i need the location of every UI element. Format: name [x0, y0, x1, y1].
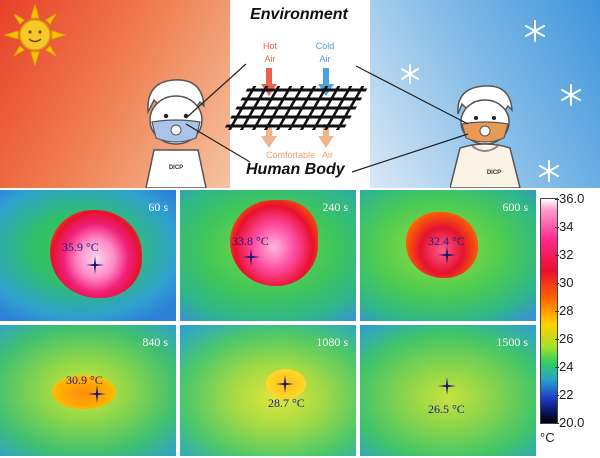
colorbar-tick-mark: [555, 311, 559, 312]
colorbar-unit-label: °C: [540, 430, 555, 445]
crosshair-marker-icon: [438, 246, 456, 264]
snowflake-icon: [525, 20, 545, 42]
crosshair-marker-icon: [88, 385, 106, 403]
snowflake-icon: [401, 64, 419, 84]
hot-air-label-line2: Air: [264, 54, 276, 64]
heat-spot: [230, 200, 318, 286]
thermal-panel: 840 s 30.9 °C: [0, 325, 176, 456]
heat-spot: [406, 212, 478, 278]
thermal-panel: 1500 s 26.5 °C: [360, 325, 536, 456]
crosshair-marker-icon: [242, 248, 260, 266]
panel-temperature-label: 33.8 °C: [232, 234, 269, 248]
crosshair-marker-icon: [276, 375, 294, 393]
colorbar-tick-mark: [555, 283, 559, 284]
thermal-panel: 60 s 35.9 °C: [0, 190, 176, 321]
colorbar-tick-mark: [555, 395, 559, 396]
colorbar-tick-mark: [555, 367, 559, 368]
colorbar-tick-label: 30: [559, 275, 574, 290]
cold-air-label: Cold Air: [314, 40, 336, 66]
panel-temperature-label: 35.9 °C: [62, 240, 99, 254]
heat-spot: [52, 375, 116, 409]
person-right-icon: DICP: [450, 85, 521, 188]
colorbar-tick-label: 24: [559, 359, 574, 374]
panel-temperature-label: 26.5 °C: [428, 402, 465, 416]
shirt-logo-right: DICP: [487, 170, 501, 176]
colorbar-tick-mark: [555, 255, 559, 256]
panel-temperature-label: 30.9 °C: [66, 373, 103, 387]
comfortable-label: Comfortable: [266, 150, 316, 160]
hot-air-label-line1: Hot: [262, 41, 277, 51]
colorbar-tick-mark: [555, 339, 559, 340]
panel-temperature-label: 28.7 °C: [268, 396, 305, 410]
hot-air-label: Hot Air: [260, 40, 280, 66]
colorbar-tick-label: 22: [559, 387, 574, 402]
colorbar-tick-mark: [555, 423, 559, 424]
panel-time-label: 840 s: [142, 335, 168, 349]
heat-spot: [50, 210, 142, 298]
cold-air-label-line1: Cold: [315, 41, 335, 51]
fabric-mesh-icon: [224, 86, 368, 130]
panel-time-label: 600 s: [502, 200, 528, 214]
snowflake-icon: [561, 84, 581, 106]
panel-time-label: 60 s: [148, 200, 168, 214]
shirt-logo-left: DICP: [169, 165, 183, 171]
snowflake-icon: [539, 160, 559, 182]
cold-air-label-line2: Air: [319, 54, 331, 64]
crosshair-marker-icon: [86, 256, 104, 274]
crosshair-marker-icon: [438, 377, 456, 395]
colorbar-tick-label: 34: [559, 219, 574, 234]
panel-time-label: 240 s: [322, 200, 348, 214]
connector-lines: [185, 63, 469, 173]
panel-temperature-label: 32.4 °C: [428, 234, 465, 248]
colorbar-tick-label: 32: [559, 247, 574, 262]
comfortable-air-label: Air: [322, 150, 333, 160]
sun-icon: [4, 4, 66, 66]
thermal-panel: 600 s 32.4 °C: [360, 190, 536, 321]
environment-label: Environment: [250, 6, 348, 23]
colorbar-tick-mark: [555, 199, 559, 200]
panel-time-label: 1500 s: [496, 335, 528, 349]
colorbar-tick-mark: [555, 227, 559, 228]
human-body-label: Human Body: [246, 161, 345, 178]
thermal-panel: 1080 s 28.7 °C: [180, 325, 356, 456]
colorbar-tick-label: 28: [559, 303, 574, 318]
colorbar-tick-label: 36.0: [559, 191, 585, 206]
colorbar-tick-label: 26: [559, 331, 574, 346]
panel-time-label: 1080 s: [316, 335, 348, 349]
colorbar-tick-label: 20.0: [559, 415, 585, 430]
thermal-panel: 240 s 33.8 °C: [180, 190, 356, 321]
